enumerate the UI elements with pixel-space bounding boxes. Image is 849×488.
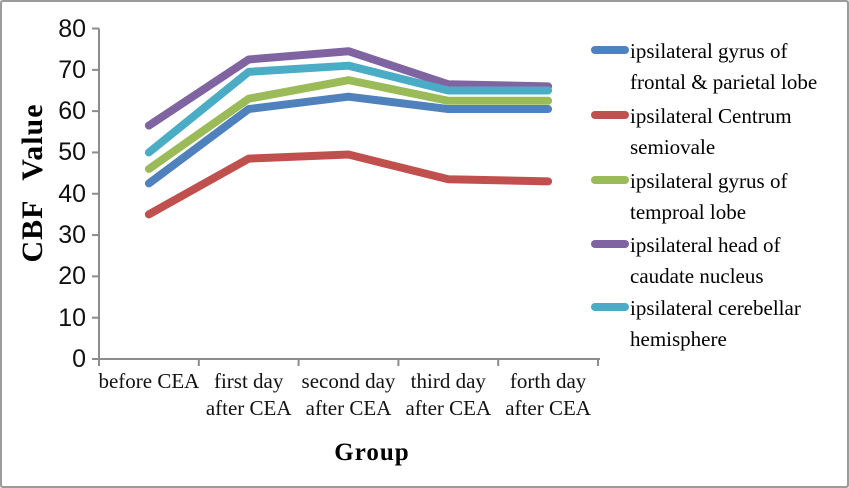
legend-entry-frontal-parietal: ipsilateral gyrus of frontal & parietal … (591, 36, 817, 98)
y-tick-label: 0 (72, 345, 86, 373)
x-tick-label-line: first day (213, 369, 284, 393)
legend-label-line: semiovale (630, 135, 716, 159)
legend-label: ipsilateral gyrus of temproal lobe (630, 166, 787, 228)
legend-label-line: ipsilateral cerebellar (630, 296, 801, 320)
legend-label-line: caudate nucleus (630, 264, 764, 288)
y-tick-label: 60 (58, 97, 86, 126)
x-tick-label: second day after CEA (284, 368, 414, 422)
x-tick-label: forth day after CEA (483, 368, 613, 422)
legend-label-line: frontal & parietal lobe (630, 70, 818, 94)
legend-label: ipsilateral Centrum semiovale (630, 101, 792, 163)
x-tick-label-line: after CEA (305, 396, 392, 420)
legend-entry-cerebellar-hemisphere: ipsilateral cerebellar hemisphere (591, 293, 801, 355)
x-tick-label: before CEA (84, 368, 214, 395)
legend-swatch-centrum-semiovale (591, 111, 629, 119)
x-tick-label-line: after CEA (405, 396, 492, 420)
x-tick-label-line: after CEA (505, 396, 591, 420)
x-tick-label-line: before CEA (98, 369, 200, 393)
y-tick-label: 50 (58, 138, 86, 167)
series-line-2 (144, 76, 553, 173)
series-line-0 (144, 92, 553, 188)
x-tick-label: first day after CEA (184, 368, 314, 422)
legend-label-line: hemisphere (630, 327, 727, 351)
axes (92, 27, 600, 366)
legend-swatch-frontal-parietal (591, 46, 629, 54)
legend-swatch-temporal-lobe (591, 176, 629, 184)
legend-label-line: temproal lobe (630, 200, 747, 224)
y-tick-label: 10 (58, 303, 86, 332)
y-tick-label: 70 (58, 55, 86, 84)
legend-label: ipsilateral cerebellar hemisphere (630, 293, 801, 355)
x-tick-label-line: forth day (509, 369, 587, 393)
legend-swatch-caudate-nucleus (591, 240, 629, 248)
series-lines (144, 47, 553, 219)
y-tick-label: 30 (58, 221, 86, 250)
x-tick-label-line: third day (410, 369, 486, 393)
legend-entry-caudate-nucleus: ipsilateral head of caudate nucleus (591, 230, 780, 292)
legend-label-line: ipsilateral gyrus of (630, 169, 788, 193)
legend-label: ipsilateral head of caudate nucleus (630, 230, 780, 292)
legend-entry-centrum-semiovale: ipsilateral Centrum semiovale (591, 101, 792, 163)
legend-entry-temporal-lobe: ipsilateral gyrus of temproal lobe (591, 166, 787, 228)
x-axis-title: Group (334, 439, 410, 466)
legend-label-line: ipsilateral gyrus of (630, 39, 788, 63)
series-line-1 (144, 150, 553, 219)
y-tick-label: 20 (58, 262, 86, 291)
x-tick-label-line: second day (301, 369, 396, 393)
legend-label-line: ipsilateral head of (630, 233, 781, 257)
series-line-3 (144, 47, 553, 130)
x-tick-label-line: after CEA (205, 396, 292, 420)
legend-label-line: ipsilateral Centrum (630, 104, 792, 128)
series-line-4 (144, 61, 553, 157)
y-tick-label: 80 (58, 14, 86, 43)
x-tick-label: third day after CEA (383, 368, 513, 422)
legend-swatch-cerebellar-hemisphere (591, 303, 629, 311)
legend-label: ipsilateral gyrus of frontal & parietal … (630, 36, 817, 98)
y-tick-label: 40 (58, 179, 86, 208)
